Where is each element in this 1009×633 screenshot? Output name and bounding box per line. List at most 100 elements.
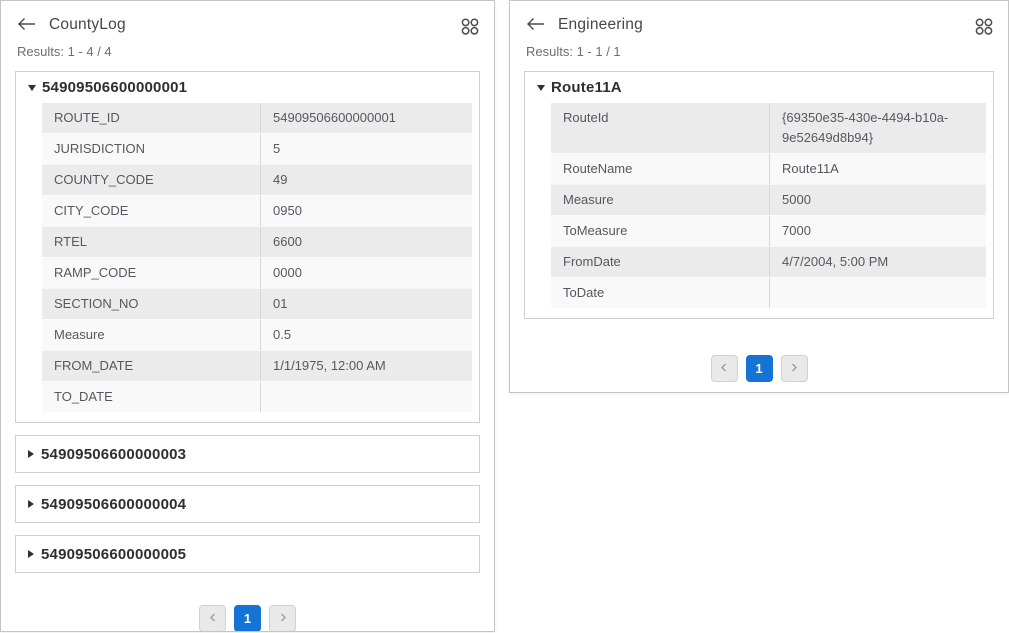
feature-toggle[interactable]: 54909506600000001 [16,72,479,103]
chevron-left-icon [719,361,729,376]
table-row: FROM_DATE 1/1/1975, 12:00 AM [42,350,472,381]
table-row: Measure 5000 [551,184,986,215]
field-value: 01 [260,289,472,319]
feature-title: 54909506600000003 [41,445,187,463]
previous-page-button[interactable] [710,355,738,382]
feature-list: 54909506600000001 ROUTE_ID 5490950660000… [1,71,494,631]
caret-right-icon [28,550,34,558]
chevron-right-icon [278,611,288,626]
results-count: Results: 1 - 1 / 1 [526,44,621,59]
results-count: Results: 1 - 4 / 4 [17,44,112,59]
field-value: 5 [260,134,472,164]
table-row: ROUTE_ID 54909506600000001 [42,103,472,133]
field-label: COUNTY_CODE [54,172,154,187]
field-label: ToDate [563,285,605,300]
table-row: RAMP_CODE 0000 [42,257,472,288]
caret-right-icon [28,450,34,458]
panel-title: Engineering [558,16,643,33]
feature-title: 54909506600000001 [42,79,188,96]
chevron-left-icon [208,611,218,626]
field-label: SECTION_NO [54,296,139,311]
field-value: 54909506600000001 [260,103,472,133]
field-label: CITY_CODE [54,203,129,218]
back-button[interactable] [17,17,36,34]
feature-card: 54909506600000004 [15,485,480,523]
field-label: TO_DATE [54,389,113,404]
field-value: 6600 [260,227,472,257]
field-label: RouteId [563,110,609,125]
feature-card: 54909506600000005 [15,535,480,573]
field-label: RAMP_CODE [54,265,137,280]
field-value: 0.5 [260,320,472,350]
countylog-header: CountyLog Results: 1 - 4 / 4 [1,1,494,59]
dock-grid-icon [461,18,479,38]
field-label: JURISDICTION [54,141,145,156]
dock-grid-icon [975,18,993,38]
back-button[interactable] [526,17,545,34]
field-label: FROM_DATE [54,358,134,373]
table-row: RouteName Route11A [551,153,986,184]
feature-toggle[interactable]: Route11A [525,72,993,103]
table-row: CITY_CODE 0950 [42,195,472,226]
field-label: FromDate [563,254,621,269]
table-row: FromDate 4/7/2004, 5:00 PM [551,246,986,277]
field-label: ToMeasure [563,223,628,238]
next-page-button[interactable] [780,355,808,382]
feature-list: Route11A RouteId {69350e35-430e-4494-b10… [510,71,1008,382]
field-value: {69350e35-430e-4494-b10a-9e52649d8b94} [769,103,986,153]
feature-toggle[interactable]: 54909506600000005 [16,536,479,572]
field-label: Measure [54,327,105,342]
current-page-button[interactable]: 1 [234,605,261,631]
field-value: Route11A [769,154,986,184]
header-row: Engineering [526,16,994,34]
feature-card: Route11A RouteId {69350e35-430e-4494-b10… [524,71,994,319]
feature-title: 54909506600000005 [41,545,187,563]
table-row: ToMeasure 7000 [551,215,986,246]
field-value: 1/1/1975, 12:00 AM [260,351,472,381]
caret-down-icon [537,84,545,91]
field-value: 49 [260,165,472,195]
dock-button[interactable] [975,18,993,38]
field-value [769,278,986,308]
feature-card: 54909506600000003 [15,435,480,473]
feature-toggle[interactable]: 54909506600000004 [16,486,479,522]
table-row: RTEL 6600 [42,226,472,257]
next-page-button[interactable] [269,605,296,631]
engineering-panel: Engineering Results: 1 - 1 / 1 Ro [509,0,1009,393]
table-row: TO_DATE [42,381,472,412]
feature-title: 54909506600000004 [41,495,187,513]
table-row: COUNTY_CODE 49 [42,164,472,195]
field-value: 0950 [260,196,472,226]
table-row: RouteId {69350e35-430e-4494-b10a-9e52649… [551,103,986,153]
arrow-left-icon [526,17,545,34]
previous-page-button[interactable] [199,605,226,631]
pagination: 1 [524,355,994,382]
engineering-header: Engineering Results: 1 - 1 / 1 [510,1,1008,59]
current-page-button[interactable]: 1 [745,355,773,382]
feature-toggle[interactable]: 54909506600000003 [16,436,479,472]
caret-right-icon [28,500,34,508]
dock-button[interactable] [461,18,479,38]
table-row: JURISDICTION 5 [42,133,472,164]
countylog-panel: CountyLog Results: 1 - 4 / 4 549 [0,0,495,632]
field-value: 7000 [769,216,986,246]
attribute-table: ROUTE_ID 54909506600000001 JURISDICTION … [42,103,472,412]
table-row: SECTION_NO 01 [42,288,472,319]
feature-title: Route11A [551,79,622,96]
pagination: 1 [15,605,480,631]
table-row: Measure 0.5 [42,319,472,350]
field-label: RTEL [54,234,87,249]
attribute-table: RouteId {69350e35-430e-4494-b10a-9e52649… [551,103,986,308]
caret-down-icon [28,84,36,91]
panel-title: CountyLog [49,16,126,33]
field-label: Measure [563,192,614,207]
field-label: RouteName [563,161,633,176]
field-label: ROUTE_ID [54,110,120,125]
arrow-left-icon [17,17,36,34]
chevron-right-icon [789,361,799,376]
field-value: 4/7/2004, 5:00 PM [769,247,986,277]
feature-card: 54909506600000001 ROUTE_ID 5490950660000… [15,71,480,423]
field-value: 0000 [260,258,472,288]
table-row: ToDate [551,277,986,308]
